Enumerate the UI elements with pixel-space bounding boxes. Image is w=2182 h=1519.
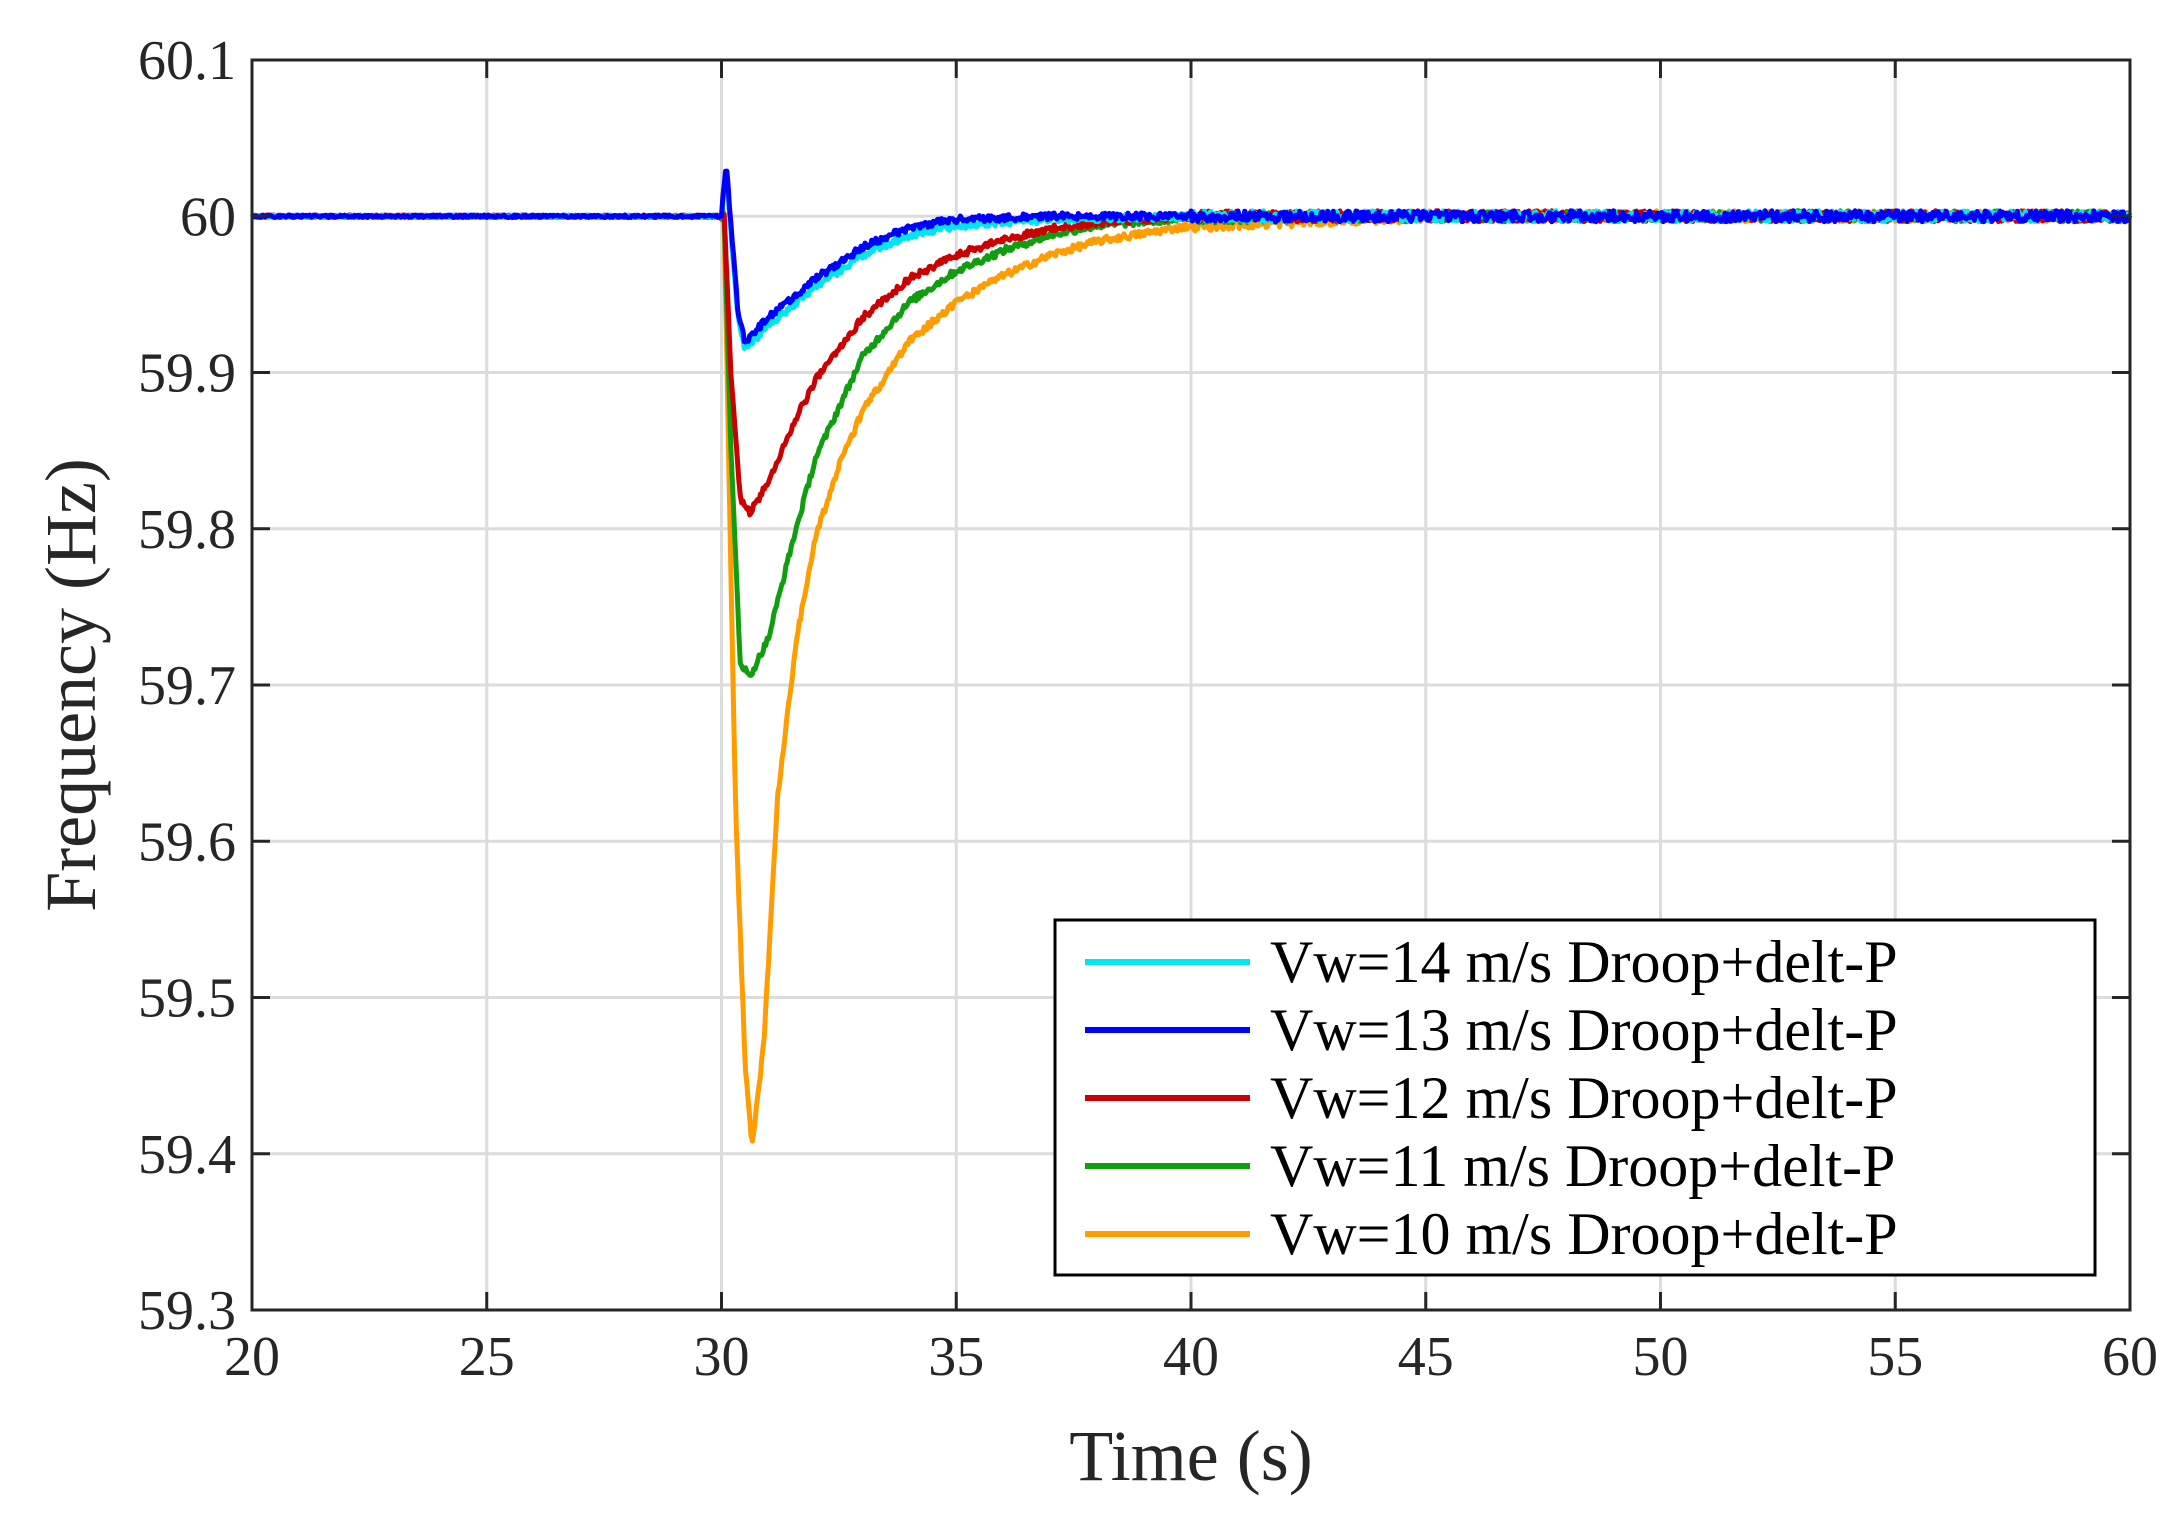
x-axis-label: Time (s) xyxy=(1069,1416,1312,1496)
legend-label: Vw=11 m/s Droop+delt-P xyxy=(1270,1133,1895,1199)
y-tick-label: 59.5 xyxy=(138,968,236,1030)
y-axis-label: Frequency (Hz) xyxy=(31,458,111,912)
legend-label: Vw=12 m/s Droop+delt-P xyxy=(1270,1065,1898,1131)
y-tick-label: 59.4 xyxy=(138,1124,236,1186)
legend-label: Vw=13 m/s Droop+delt-P xyxy=(1270,997,1898,1063)
x-tick-label: 35 xyxy=(928,1326,984,1388)
y-tick-label: 59.7 xyxy=(138,655,236,717)
y-tick-label: 60 xyxy=(180,186,236,248)
x-tick-label: 50 xyxy=(1633,1326,1689,1388)
series-line-2 xyxy=(250,168,2133,345)
y-tick-label: 59.3 xyxy=(138,1280,236,1342)
legend-label: Vw=14 m/s Droop+delt-P xyxy=(1270,929,1898,995)
x-tick-label: 30 xyxy=(694,1326,750,1388)
legend-label: Vw=10 m/s Droop+delt-P xyxy=(1270,1201,1898,1267)
x-tick-label: 25 xyxy=(459,1326,515,1388)
x-tick-label: 55 xyxy=(1867,1326,1923,1388)
axis-ticks xyxy=(250,58,2132,1312)
y-tick-label: 60.1 xyxy=(138,30,236,92)
plot-area xyxy=(250,168,2133,1144)
y-tick-label: 59.6 xyxy=(138,811,236,873)
y-tick-label: 59.8 xyxy=(138,499,236,561)
x-tick-label: 45 xyxy=(1398,1326,1454,1388)
legend: Vw=14 m/s Droop+delt-PVw=13 m/s Droop+de… xyxy=(1053,918,2097,1277)
tick-labels: 20 25 30 35 40 45 50 55 60 59.3 59.4 59.5 59.6 59.7 59… xyxy=(138,30,2158,1388)
x-tick-label: 20 xyxy=(224,1326,280,1388)
y-tick-label: 59.9 xyxy=(138,343,236,405)
x-tick-label: 60 xyxy=(2102,1326,2158,1388)
x-tick-label: 40 xyxy=(1163,1326,1219,1388)
